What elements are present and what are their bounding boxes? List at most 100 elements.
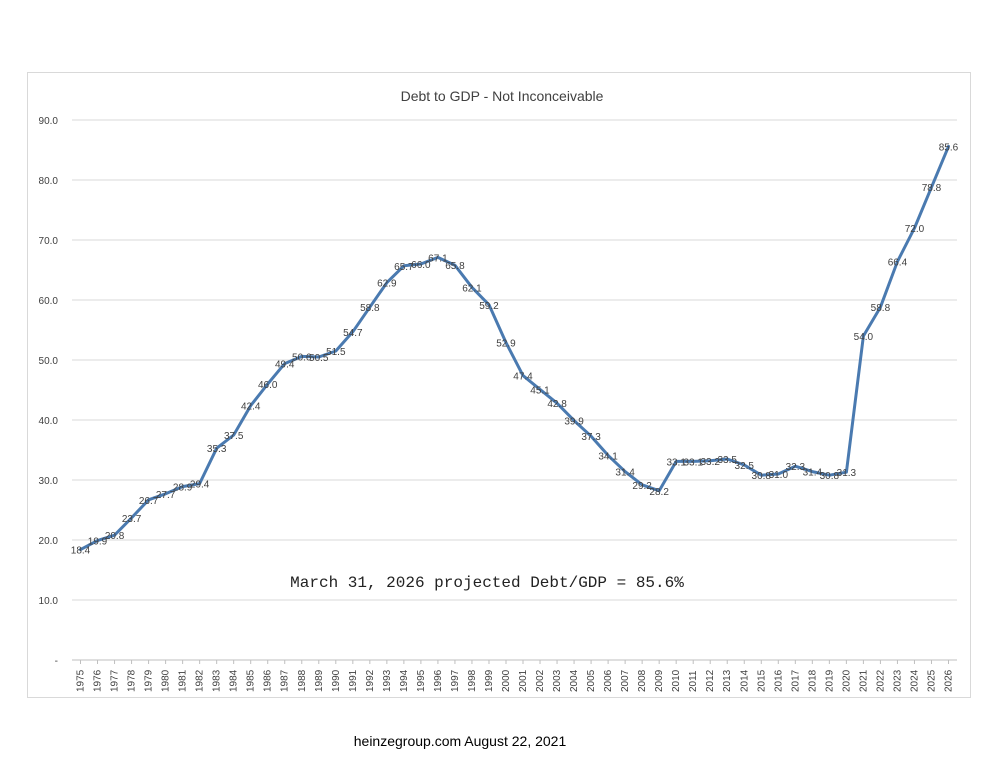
data-label: 31.0 xyxy=(769,470,789,481)
y-tick-label: - xyxy=(55,656,58,667)
x-tick-label: 2016 xyxy=(773,669,784,692)
data-label: 37.5 xyxy=(224,431,244,442)
data-label: 54.7 xyxy=(343,328,363,339)
data-label: 33.1 xyxy=(683,457,703,468)
y-axis: - 10.0 20.0 30.0 40.0 50.0 60.0 70.0 80.0 90.0 xyxy=(39,116,59,667)
x-tick-label: 2011 xyxy=(688,670,699,692)
data-label: 62.1 xyxy=(462,283,482,294)
data-label: 32.3 xyxy=(786,462,806,473)
data-label: 33.2 xyxy=(700,457,720,468)
data-label: 72.0 xyxy=(905,224,925,235)
x-tick-label: 1999 xyxy=(484,669,495,692)
y-tick-label: 10.0 xyxy=(39,596,59,607)
x-tick-label: 1996 xyxy=(433,669,444,692)
data-label: 31.4 xyxy=(615,468,635,479)
data-label: 45.1 xyxy=(530,385,550,396)
x-tick-label: 2019 xyxy=(824,669,835,692)
data-labels: 18.419.920.8 23.7 26.727.728.929.4 35.3 37.5… xyxy=(71,142,959,556)
data-label: 29.4 xyxy=(190,480,210,491)
data-label: 31.3 xyxy=(837,468,857,479)
x-tick-label: 1998 xyxy=(467,669,478,692)
y-tick-label: 30.0 xyxy=(39,476,59,487)
y-tick-label: 40.0 xyxy=(39,416,59,427)
x-tick-label: 1985 xyxy=(246,669,257,692)
chart-annotation: March 31, 2026 projected Debt/GDP = 85.6… xyxy=(290,574,684,592)
x-tick-label: 2023 xyxy=(892,669,903,692)
x-tick-label: 2013 xyxy=(722,669,733,692)
data-label: 37.3 xyxy=(581,432,601,443)
x-tick-label: 1979 xyxy=(144,669,155,692)
x-tick-label: 2005 xyxy=(586,669,597,692)
data-label: 42.8 xyxy=(547,399,567,410)
data-label: 39.9 xyxy=(564,417,584,428)
y-tick-label: 70.0 xyxy=(39,236,59,247)
data-label: 50.6 xyxy=(292,352,312,363)
x-axis: 1975 1976 1977 1978 1979 1980 1981 1982 1983 1984… xyxy=(76,660,954,692)
data-label: 47.4 xyxy=(513,372,533,383)
x-tick-label: 2001 xyxy=(518,669,529,692)
x-tick-label: 2012 xyxy=(705,669,716,692)
x-tick-label: 1989 xyxy=(314,669,325,692)
x-tick-label: 1984 xyxy=(229,669,240,692)
x-tick-label: 1995 xyxy=(416,669,427,692)
data-label: 85.6 xyxy=(939,142,959,153)
x-tick-label: 2009 xyxy=(654,669,665,692)
x-tick-label: 2022 xyxy=(875,669,886,692)
chart-title: Debt to GDP - Not Inconceivable xyxy=(401,88,604,104)
data-label: 59.2 xyxy=(479,301,499,312)
data-label: 66.4 xyxy=(888,258,908,269)
x-tick-label: 1992 xyxy=(365,669,376,692)
y-tick-label: 50.0 xyxy=(39,356,59,367)
data-label: 78.8 xyxy=(922,183,942,194)
data-label: 65.8 xyxy=(445,261,465,272)
data-label: 52.9 xyxy=(496,339,516,350)
data-label: 62.9 xyxy=(377,279,397,290)
data-label: 51.5 xyxy=(326,347,346,358)
data-label: 42.4 xyxy=(241,402,261,413)
y-tick-label: 20.0 xyxy=(39,536,59,547)
x-tick-label: 2006 xyxy=(603,669,614,692)
data-label: 28.2 xyxy=(649,487,669,498)
x-tick-label: 2000 xyxy=(501,669,512,692)
x-tick-label: 2010 xyxy=(671,669,682,692)
x-tick-label: 2026 xyxy=(943,669,954,692)
data-label: 23.7 xyxy=(122,514,142,525)
y-tick-label: 90.0 xyxy=(39,116,59,127)
x-tick-label: 1988 xyxy=(297,669,308,692)
x-tick-label: 2015 xyxy=(756,669,767,692)
x-tick-label: 1975 xyxy=(76,669,87,692)
data-label: 58.8 xyxy=(871,303,891,314)
x-tick-label: 1986 xyxy=(263,669,274,692)
data-label: 30.8 xyxy=(820,471,840,482)
x-tick-label: 1987 xyxy=(280,669,291,692)
x-tick-label: 2021 xyxy=(858,669,869,692)
x-tick-label: 1980 xyxy=(161,669,172,692)
gridlines xyxy=(72,119,957,661)
x-tick-label: 1994 xyxy=(399,669,410,692)
x-tick-label: 2018 xyxy=(807,669,818,692)
x-tick-label: 1991 xyxy=(348,669,359,692)
x-tick-label: 2014 xyxy=(739,669,750,692)
data-label: 20.8 xyxy=(105,531,125,542)
x-tick-label: 1976 xyxy=(93,669,104,692)
x-tick-label: 1997 xyxy=(450,669,461,692)
x-tick-label: 1981 xyxy=(178,669,189,692)
data-label: 27.7 xyxy=(156,490,176,501)
x-tick-label: 2017 xyxy=(790,669,801,692)
x-tick-label: 2020 xyxy=(841,669,852,692)
x-tick-label: 2024 xyxy=(909,669,920,692)
x-tick-label: 2003 xyxy=(552,669,563,692)
data-label: 30.8 xyxy=(752,471,772,482)
data-label: 58.8 xyxy=(360,303,380,314)
data-label: 34.1 xyxy=(598,451,618,462)
data-label: 67.1 xyxy=(428,253,448,264)
x-tick-label: 1978 xyxy=(127,669,138,692)
data-label: 49.4 xyxy=(275,360,295,371)
x-tick-label: 2007 xyxy=(620,669,631,692)
x-tick-label: 1983 xyxy=(212,669,223,692)
data-label: 35.3 xyxy=(207,444,227,455)
y-tick-label: 80.0 xyxy=(39,176,59,187)
x-tick-label: 1990 xyxy=(331,669,342,692)
series-line xyxy=(79,144,950,552)
